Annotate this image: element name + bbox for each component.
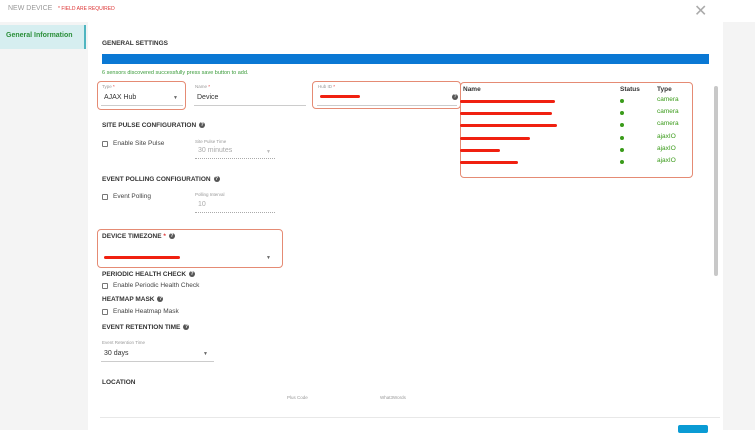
timezone-heading: DEVICE TIMEZONE *? (102, 233, 175, 240)
timezone-highlight (97, 229, 283, 268)
timezone-select-redacted[interactable] (104, 256, 180, 259)
heatmap-heading: HEATMAP MASK? (102, 296, 164, 303)
health-checkbox[interactable] (102, 283, 108, 289)
event-polling-heading: EVENT POLLING CONFIGURATION? (102, 176, 220, 183)
underline (101, 105, 183, 106)
status-online-icon (620, 147, 624, 152)
required-note: * FIELD ARE REQUIRED (58, 6, 115, 12)
general-settings-heading: GENERAL SETTINGS (102, 40, 168, 47)
health-label: Enable Periodic Health Check (113, 282, 200, 289)
retention-label: Event Retention Time (102, 340, 146, 345)
chevron-down-icon[interactable]: ▼ (173, 95, 178, 101)
column-status: Status (620, 86, 640, 93)
sensor-name-redacted (460, 112, 552, 116)
success-message: 6 sensors discovered successfully press … (102, 70, 249, 76)
name-input[interactable]: Device (197, 94, 219, 101)
progress-bar (102, 54, 709, 64)
sensor-type: camera (657, 108, 679, 116)
underline (195, 158, 275, 159)
status-online-icon (620, 111, 624, 116)
help-icon[interactable]: ? (199, 122, 206, 129)
sensor-name-redacted (460, 148, 500, 152)
name-label: Name * (195, 84, 211, 89)
status-online-icon (620, 160, 624, 164)
polling-interval-input[interactable]: 10 (198, 201, 206, 208)
site-pulse-heading: SITE PULSE CONFIGURATION? (102, 122, 206, 129)
column-type: Type (657, 86, 672, 93)
type-select[interactable]: AJAX Hub (104, 94, 137, 101)
health-heading: PERIODIC HEALTH CHECK? (102, 271, 196, 278)
site-pulse-checkbox[interactable] (102, 141, 108, 147)
dialog-title: NEW DEVICE (8, 5, 53, 12)
column-name: Name (463, 86, 481, 93)
sensor-name-redacted (460, 124, 557, 128)
what3words-label: What3Words (380, 395, 406, 400)
sensor-type: camera (657, 96, 679, 103)
hub-id-label: Hub ID * (318, 84, 336, 89)
underline (195, 212, 275, 213)
main-panel (88, 22, 723, 430)
retention-select[interactable]: 30 days (104, 350, 129, 357)
scrollbar[interactable] (714, 86, 718, 276)
save-button[interactable] (678, 425, 708, 433)
help-icon[interactable]: ? (189, 271, 196, 278)
help-icon[interactable]: ? (168, 233, 175, 240)
type-label: Type * (102, 84, 115, 89)
site-pulse-time-select[interactable]: 30 minutes (198, 147, 233, 154)
chevron-down-icon[interactable]: ▼ (266, 149, 271, 155)
location-heading: LOCATION (102, 379, 136, 386)
sensor-type: camera (657, 120, 679, 128)
event-polling-checkbox[interactable] (102, 194, 108, 200)
sensor-name-redacted (460, 161, 518, 164)
sidebar-item-label: General Information (6, 32, 73, 39)
divider (100, 417, 720, 418)
close-icon[interactable]: ✕ (694, 3, 708, 20)
polling-interval-label: Polling Interval (195, 192, 225, 197)
help-icon[interactable]: ? (183, 324, 190, 331)
event-polling-label: Event Polling (113, 193, 151, 200)
sensor-type: ajaxIO (657, 144, 676, 152)
chevron-down-icon[interactable]: ▼ (203, 351, 208, 357)
status-online-icon (620, 135, 624, 140)
status-online-icon (620, 99, 624, 103)
sensor-type: ajaxIO (657, 132, 676, 140)
underline (317, 105, 457, 106)
status-online-icon (620, 123, 624, 128)
help-icon[interactable]: ? (213, 176, 220, 183)
heatmap-label: Enable Heatmap Mask (113, 308, 179, 315)
site-pulse-label: Enable Site Pulse (113, 140, 165, 147)
retention-heading: EVENT RETENTION TIME? (102, 324, 190, 331)
sensor-type: ajaxIO (657, 157, 676, 164)
help-icon[interactable]: ? (157, 296, 164, 303)
hub-id-input-redacted[interactable] (320, 95, 360, 98)
sidebar-item-general-information[interactable]: General Information (0, 25, 86, 49)
header: NEW DEVICE * FIELD ARE REQUIRED ✕ (0, 0, 755, 22)
heatmap-checkbox[interactable] (102, 309, 108, 315)
plus-code-label: Plus Code (287, 395, 308, 400)
underline (101, 361, 214, 362)
help-icon[interactable]: ? (452, 94, 458, 100)
sensor-name-redacted (460, 100, 555, 103)
site-pulse-time-label: Site Pulse Time (195, 139, 227, 144)
sensor-table (460, 82, 693, 178)
type-field-highlight (97, 81, 186, 110)
underline (194, 105, 306, 106)
sensor-name-redacted (460, 136, 530, 140)
chevron-down-icon[interactable]: ▼ (266, 255, 271, 261)
